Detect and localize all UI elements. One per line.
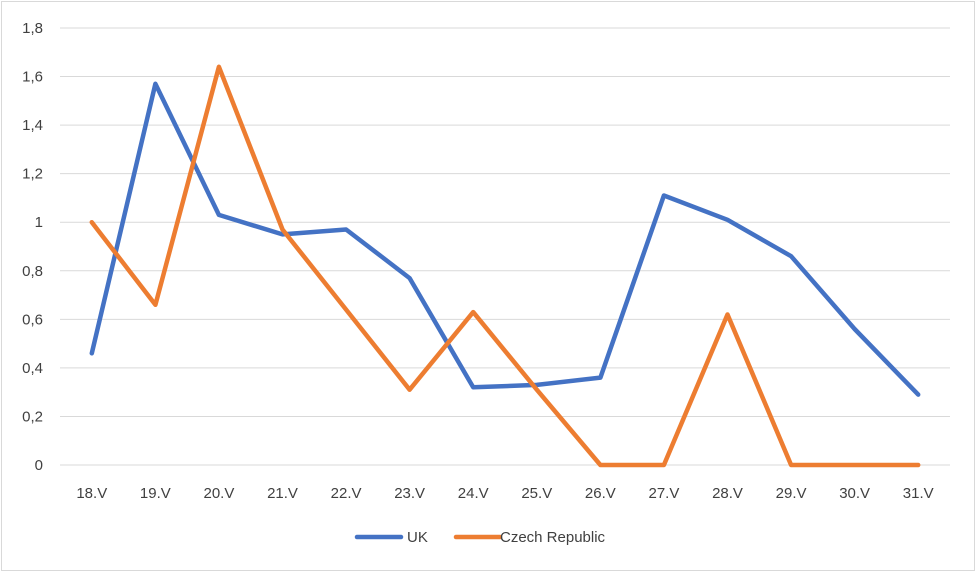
x-tick-label: 20.V xyxy=(203,485,234,502)
x-tick-label: 21.V xyxy=(267,485,298,502)
y-tick-label: 0,8 xyxy=(22,263,43,280)
y-tick-label: 0 xyxy=(35,457,43,474)
x-tick-label: 30.V xyxy=(839,485,870,502)
x-tick-label: 25.V xyxy=(521,485,552,502)
x-tick-label: 27.V xyxy=(648,485,679,502)
y-tick-label: 0,4 xyxy=(22,360,43,377)
x-tick-label: 26.V xyxy=(585,485,616,502)
y-tick-label: 1 xyxy=(35,214,43,231)
y-tick-label: 1,6 xyxy=(22,69,43,86)
x-tick-label: 28.V xyxy=(712,485,743,502)
legend: UK Czech Republic xyxy=(354,529,606,546)
y-tick-label: 1,2 xyxy=(22,166,43,183)
x-tick-label: 19.V xyxy=(140,485,171,502)
x-tick-label: 31.V xyxy=(903,485,934,502)
x-tick-label: 29.V xyxy=(776,485,807,502)
y-tick-label: 1,8 xyxy=(22,20,43,37)
x-tick-label: 18.V xyxy=(76,485,107,502)
y-tick-label: 0,6 xyxy=(22,311,43,328)
y-axis-ticks: 0 0,2 0,4 0,6 0,8 1 1,2 1,4 1,6 1,8 xyxy=(22,20,43,474)
legend-label: UK xyxy=(407,529,428,546)
legend-label: Czech Republic xyxy=(500,529,606,546)
x-axis-ticks: 18.V 19.V 20.V 21.V 22.V 23.V 24.V 25.V 26.V 27.V… xyxy=(76,485,933,502)
series-lines xyxy=(89,64,921,468)
series-line-uk xyxy=(89,81,921,397)
y-tick-label: 0,2 xyxy=(22,408,43,425)
x-tick-label: 24.V xyxy=(458,485,489,502)
series-line-czech-republic xyxy=(89,64,921,468)
x-tick-label: 23.V xyxy=(394,485,425,502)
x-tick-label: 22.V xyxy=(331,485,362,502)
y-tick-label: 1,4 xyxy=(22,117,43,134)
gridlines xyxy=(60,27,950,466)
